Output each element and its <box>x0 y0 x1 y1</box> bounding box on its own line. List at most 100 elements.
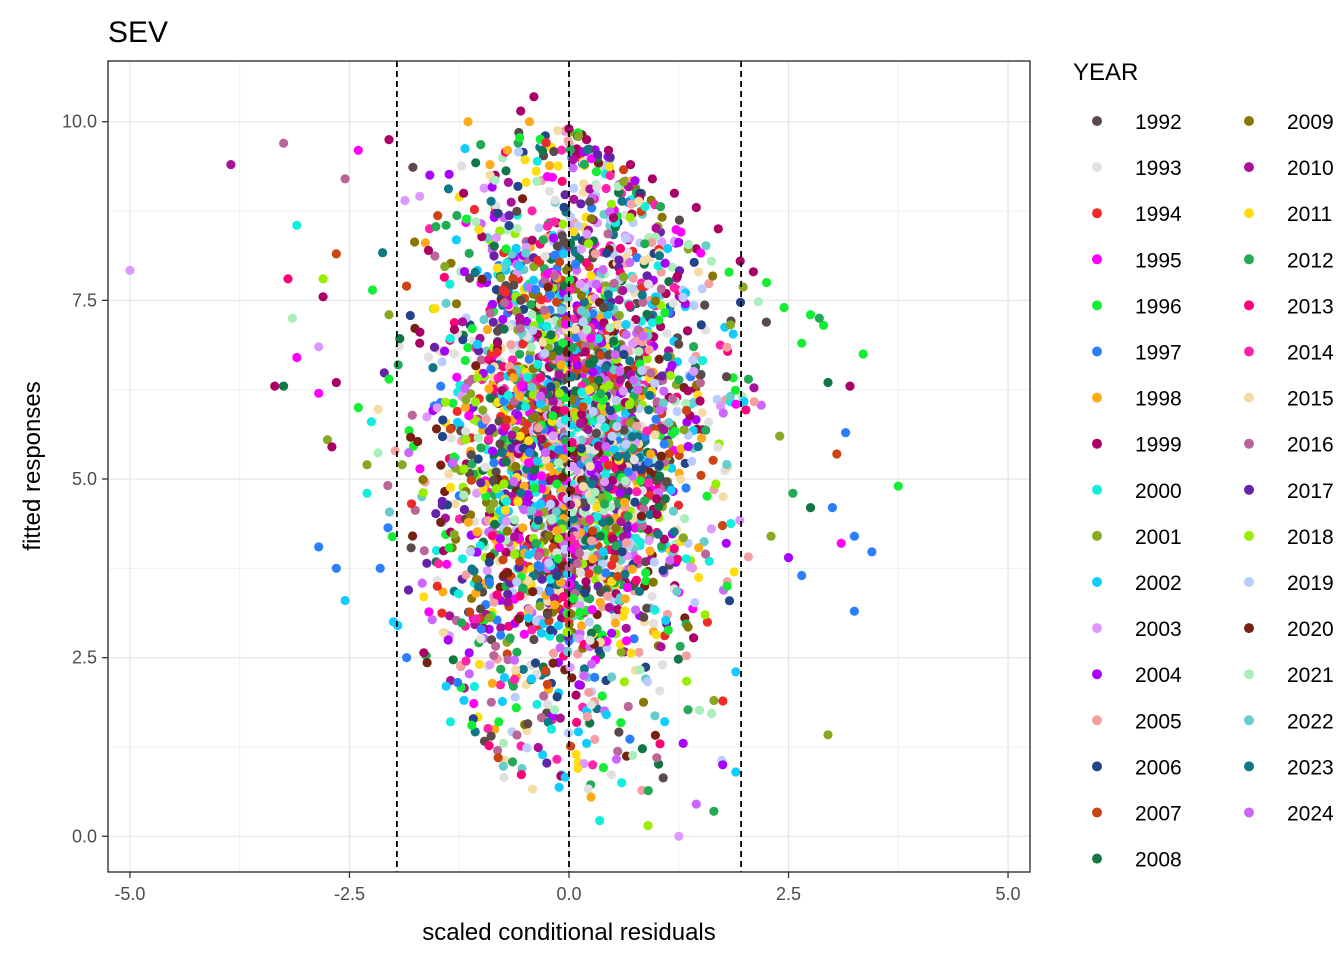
data-point <box>586 214 597 224</box>
data-point <box>498 738 509 749</box>
data-point <box>654 251 665 261</box>
data-point <box>655 686 665 696</box>
data-point <box>701 549 711 559</box>
data-point <box>403 585 414 595</box>
data-point <box>708 455 718 465</box>
data-point <box>536 499 546 509</box>
data-point <box>661 615 671 626</box>
x-axis-title: scaled conditional residuals <box>422 919 716 946</box>
legend-key <box>1244 162 1254 173</box>
data-point <box>533 742 543 753</box>
data-point <box>408 162 418 172</box>
legend-key <box>1244 392 1254 403</box>
data-point <box>619 272 629 282</box>
legend-key <box>1244 208 1254 219</box>
data-point <box>579 671 589 681</box>
data-point <box>441 298 451 308</box>
legend-key <box>1244 623 1254 634</box>
data-point <box>587 605 597 615</box>
data-point <box>639 255 649 266</box>
data-point <box>562 265 572 275</box>
data-point <box>555 633 566 643</box>
data-point <box>548 411 558 421</box>
data-point <box>533 359 543 369</box>
data-point <box>627 564 637 574</box>
data-point <box>704 556 714 566</box>
data-point <box>529 634 539 645</box>
data-point <box>555 713 565 723</box>
data-point <box>613 746 623 756</box>
data-point <box>635 476 646 486</box>
data-point <box>614 295 624 305</box>
data-point <box>667 360 677 370</box>
data-point <box>545 290 556 300</box>
data-point <box>700 300 710 310</box>
data-point <box>493 326 503 336</box>
data-point <box>643 821 653 831</box>
data-point <box>496 630 506 640</box>
data-point <box>658 773 668 783</box>
data-point <box>550 271 560 281</box>
data-point <box>362 488 372 498</box>
data-point <box>749 397 759 407</box>
data-point <box>625 212 635 223</box>
data-point <box>473 582 484 592</box>
data-point <box>318 274 328 284</box>
data-point <box>527 382 537 392</box>
data-point <box>422 412 432 422</box>
data-point <box>544 161 555 171</box>
data-point <box>674 339 684 349</box>
data-point <box>681 398 691 408</box>
data-point <box>600 363 611 373</box>
data-point <box>614 320 624 330</box>
data-point <box>514 614 524 624</box>
data-point <box>598 547 608 557</box>
data-point <box>314 542 324 552</box>
data-point <box>439 272 449 282</box>
data-point <box>673 654 684 664</box>
data-point <box>735 515 745 525</box>
data-point <box>528 390 538 400</box>
data-point <box>559 405 570 415</box>
data-point <box>515 391 525 401</box>
data-point <box>527 310 537 320</box>
data-point <box>602 248 612 258</box>
data-point <box>508 373 519 383</box>
data-point <box>511 703 521 713</box>
data-point <box>563 647 573 657</box>
data-point <box>621 330 631 340</box>
data-point <box>748 267 759 277</box>
data-point <box>574 680 584 690</box>
data-point <box>608 534 618 544</box>
data-point <box>558 592 569 602</box>
data-point <box>375 563 385 573</box>
data-point <box>460 402 470 412</box>
data-point <box>560 190 570 200</box>
data-point <box>441 220 451 230</box>
data-point <box>605 162 615 172</box>
data-point <box>603 350 614 360</box>
data-point <box>533 255 543 265</box>
data-point <box>586 792 596 802</box>
data-point <box>459 490 469 500</box>
legend-label: 1994 <box>1135 203 1182 226</box>
data-point <box>597 691 607 701</box>
data-point <box>663 243 673 254</box>
data-point <box>552 526 562 536</box>
legend-label: 2007 <box>1135 803 1182 826</box>
data-point <box>651 630 661 640</box>
data-point <box>484 434 494 444</box>
data-point <box>657 660 668 670</box>
data-point <box>547 172 558 182</box>
data-point <box>491 484 502 494</box>
data-point <box>472 527 482 537</box>
data-point <box>552 241 563 251</box>
data-point <box>438 415 448 425</box>
data-point <box>641 576 651 586</box>
data-point <box>530 465 540 475</box>
data-point <box>422 658 432 668</box>
data-point <box>674 375 684 385</box>
data-point <box>576 621 587 631</box>
data-point <box>587 479 597 489</box>
data-point <box>537 484 547 494</box>
